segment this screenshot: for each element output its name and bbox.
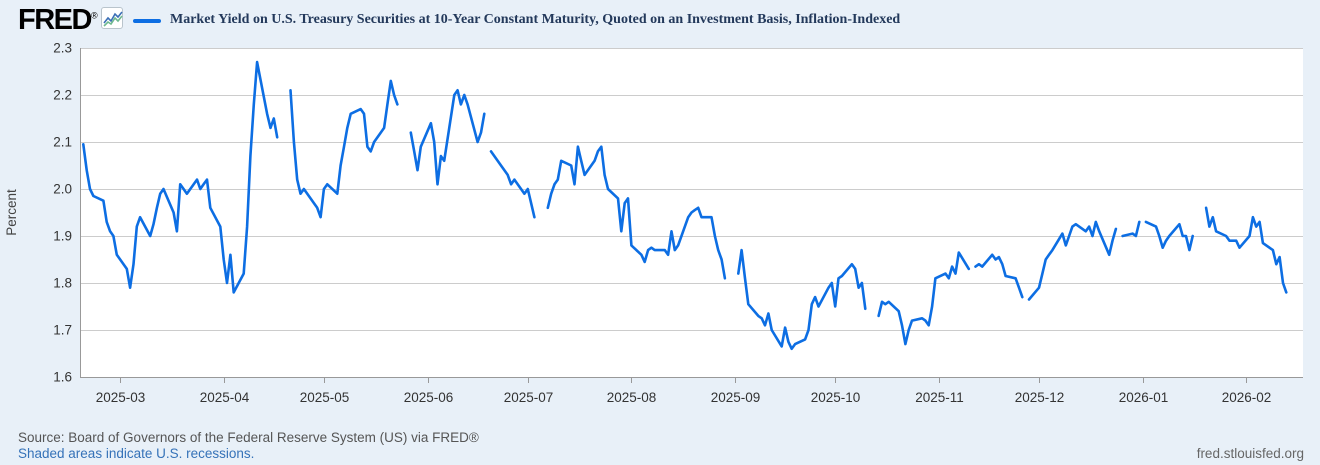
chart-header: FRED® Market Yield on U.S. Treasury Secu…	[0, 0, 1320, 40]
source-attribution: Source: Board of Governors of the Federa…	[18, 430, 479, 445]
x-tick-label: 2026-02	[1222, 390, 1272, 405]
fred-logo[interactable]: FRED®	[18, 4, 98, 36]
recession-note-link[interactable]: Shaded areas indicate U.S. recessions.	[18, 446, 255, 461]
x-tick-label: 2025-08	[607, 390, 657, 405]
x-tick-label: 2025-04	[200, 390, 250, 405]
y-axis-title: Percent	[4, 189, 19, 236]
x-tick-label: 2025-06	[404, 390, 454, 405]
y-tick-label: 2.1	[53, 135, 72, 150]
y-tick-label: 2.2	[53, 88, 72, 103]
site-url[interactable]: fred.stlouisfed.org	[1196, 446, 1304, 461]
x-tick-label: 2025-03	[96, 390, 146, 405]
registered-mark: ®	[90, 10, 98, 21]
fred-chart-icon	[101, 7, 123, 29]
y-tick-label: 2.3	[53, 41, 72, 56]
x-tick-label: 2026-01	[1119, 390, 1169, 405]
y-tick-label: 1.7	[53, 323, 72, 338]
y-tick-label: 2.0	[53, 182, 72, 197]
x-tick-label: 2025-09	[711, 390, 761, 405]
y-tick-label: 1.8	[53, 276, 72, 291]
legend-line-swatch	[133, 19, 161, 23]
x-tick-label: 2025-07	[504, 390, 554, 405]
x-tick-label: 2025-10	[811, 390, 861, 405]
x-tick-label: 2025-12	[1015, 390, 1065, 405]
series-legend-label[interactable]: Market Yield on U.S. Treasury Securities…	[170, 12, 901, 27]
y-tick-label: 1.6	[53, 370, 72, 385]
x-tick-label: 2025-11	[915, 390, 964, 405]
y-tick-label: 1.9	[53, 229, 72, 244]
x-tick-label: 2025-05	[300, 390, 350, 405]
